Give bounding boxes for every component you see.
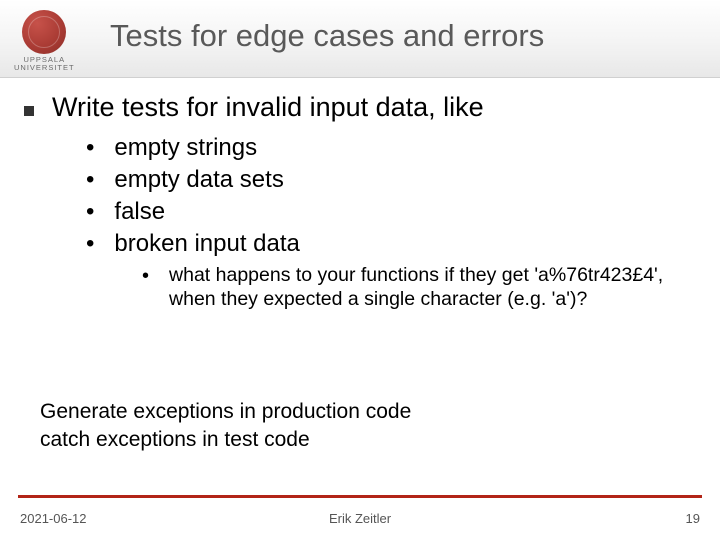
sub-bullet-list: • empty strings • empty data sets • fals… (86, 133, 696, 259)
list-item: • empty strings (86, 133, 696, 163)
sub-sub-text: what happens to your functions if they g… (169, 263, 689, 312)
list-item: • empty data sets (86, 165, 696, 195)
footer-divider (18, 495, 702, 498)
closing-line-2: catch exceptions in test code (40, 426, 680, 454)
dot-bullet-icon: • (86, 197, 94, 227)
main-bullet-text: Write tests for invalid input data, like (52, 92, 484, 123)
logo-line2: UNIVERSITET (14, 63, 75, 72)
dot-bullet-icon: • (86, 229, 94, 259)
logo-seal-icon (22, 10, 66, 54)
list-item: • false (86, 197, 696, 227)
main-bullet: Write tests for invalid input data, like (24, 92, 696, 123)
footer: 2021-06-12 Erik Zeitler 19 (20, 511, 700, 526)
slide-title: Tests for edge cases and errors (110, 18, 544, 54)
sub-sub-bullet: • what happens to your functions if they… (142, 263, 696, 312)
footer-page-number: 19 (686, 511, 700, 526)
footer-author: Erik Zeitler (20, 511, 700, 526)
footer-date: 2021-06-12 (20, 511, 87, 526)
closing-line-1: Generate exceptions in production code (40, 398, 680, 426)
bullet-text: empty strings (114, 133, 257, 163)
dot-bullet-icon: • (142, 263, 149, 289)
logo-text: UPPSALA UNIVERSITET (14, 56, 75, 73)
bullet-text: broken input data (114, 229, 299, 259)
dot-bullet-icon: • (86, 133, 94, 163)
square-bullet-icon (24, 106, 34, 116)
closing-block: Generate exceptions in production code c… (40, 398, 680, 455)
dot-bullet-icon: • (86, 165, 94, 195)
list-item: • broken input data (86, 229, 696, 259)
bullet-text: empty data sets (114, 165, 283, 195)
bullet-text: false (114, 197, 165, 227)
university-logo: UPPSALA UNIVERSITET (14, 10, 75, 73)
slide-content: Write tests for invalid input data, like… (24, 92, 696, 312)
